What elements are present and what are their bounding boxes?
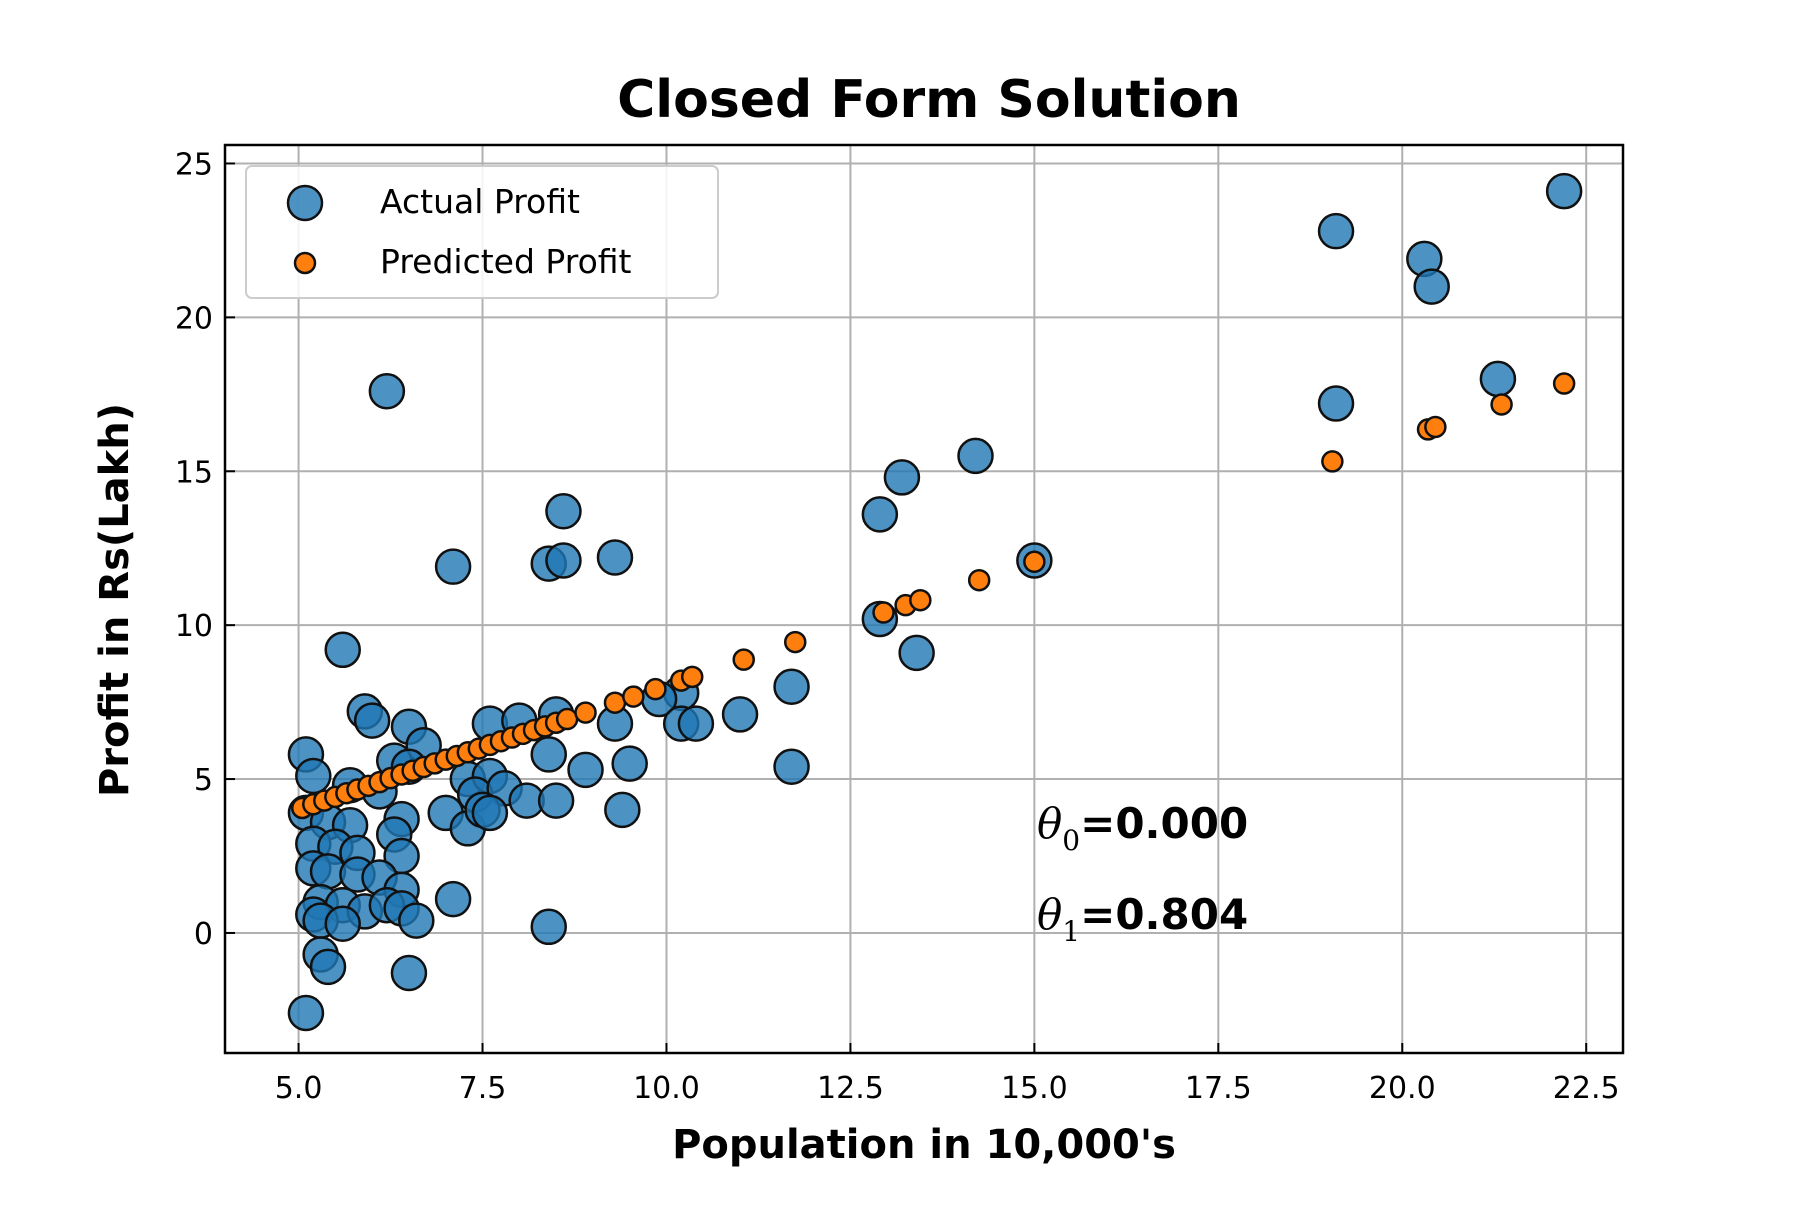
x-axis-title: Population in 10,000's: [672, 1122, 1176, 1168]
actual-profit-point: [353, 702, 391, 739]
predicted-profit-point: [1552, 372, 1576, 395]
actual-profit-point: [545, 493, 582, 530]
actual-profit-point: [957, 437, 994, 475]
predicted-profit-point: [1321, 450, 1344, 473]
theta1-symbol: θ: [1037, 890, 1062, 939]
predicted-profit-point: [872, 601, 895, 624]
theta0-annotation: θ0=0.000: [1037, 799, 1248, 857]
actual-profit-point: [1413, 268, 1450, 305]
theta1-value: =0.804: [1080, 890, 1248, 939]
y-tick-label: 0: [194, 917, 213, 952]
x-tick-label: 10.0: [633, 1071, 700, 1106]
actual-profit-point: [596, 539, 634, 576]
theta1-subscript: 1: [1062, 915, 1080, 948]
actual-profit-point: [773, 748, 810, 785]
actual-profit-point: [677, 705, 715, 742]
chart-title: Closed Form Solution: [617, 70, 1241, 130]
actual-profit-point: [1479, 360, 1517, 398]
legend-box: [245, 165, 719, 299]
actual-profit-point: [898, 634, 935, 672]
x-tick-label: 7.5: [459, 1071, 507, 1106]
legend-marker-predicted: [293, 251, 317, 275]
actual-profit-point: [530, 736, 567, 773]
theta0-symbol: θ: [1037, 799, 1062, 848]
grid: [225, 145, 1623, 1053]
actual-profit-point: [530, 908, 567, 946]
actual-profit-point: [309, 948, 347, 986]
x-tick-label: 15.0: [1001, 1071, 1068, 1106]
y-tick-label: 20: [175, 301, 213, 336]
x-tick-label: 20.0: [1369, 1071, 1436, 1106]
predicted-profit-point: [622, 685, 645, 708]
plot-frame: [223, 143, 1625, 1055]
predicted-profit-point: [680, 665, 704, 689]
actual-profit-point: [1317, 385, 1355, 422]
predicted-profit-point: [603, 691, 627, 714]
actual-profit-point: [295, 757, 332, 795]
predicted-profit-point: [1490, 393, 1513, 416]
actual-profit-point: [567, 751, 604, 789]
actual-profit-point: [368, 372, 406, 410]
predicted-profit-point: [967, 568, 991, 592]
actual-profit-point: [1545, 172, 1583, 210]
y-tick-label: 15: [175, 455, 213, 490]
actual-profit-point: [398, 902, 435, 939]
predicted-profit-point: [574, 701, 597, 724]
predicted-profit-point: [644, 677, 667, 701]
legend: Actual Profit Predicted Profit: [245, 165, 719, 299]
theta0-value: =0.000: [1080, 799, 1248, 848]
predicted-profit-point: [909, 588, 932, 612]
actual-profit-point: [883, 459, 921, 496]
legend-label-actual: Actual Profit: [380, 182, 580, 221]
actual-profit-point: [324, 631, 361, 669]
actual-profit-point: [545, 542, 582, 579]
predicted-profit-series: [291, 372, 1576, 820]
actual-profit-point: [1317, 212, 1355, 250]
theta1-annotation: θ1=0.804: [1037, 890, 1248, 948]
theta0-subscript: 0: [1062, 824, 1080, 857]
predicted-profit-point: [555, 707, 579, 731]
x-tick-label: 12.5: [817, 1071, 884, 1106]
x-tick-label: 5.0: [275, 1071, 323, 1106]
actual-profit-point: [471, 794, 509, 832]
actual-profit-point: [611, 745, 648, 782]
svg-text:θ0=0.000: θ0=0.000: [1037, 799, 1248, 857]
actual-profit-point: [287, 994, 325, 1032]
x-tick-label: 17.5: [1185, 1071, 1252, 1106]
predicted-profit-point: [783, 630, 807, 654]
actual-profit-point: [537, 782, 575, 819]
y-tick-label: 10: [175, 609, 213, 644]
legend-marker-actual: [286, 184, 324, 222]
actual-profit-point: [434, 548, 472, 585]
y-tick-label: 25: [175, 147, 213, 182]
actual-profit-point: [434, 880, 472, 918]
y-axis-title: Profit in Rs(Lakh): [92, 403, 138, 797]
predicted-profit-point: [732, 648, 755, 671]
actual-profit-point: [324, 905, 361, 942]
legend-label-predicted: Predicted Profit: [380, 242, 632, 281]
actual-profit-point: [604, 791, 641, 829]
actual-profit-point: [773, 668, 810, 705]
actual-profit-point: [861, 496, 899, 533]
actual-profit-point: [390, 954, 428, 992]
x-tick-label: 22.5: [1553, 1071, 1620, 1106]
actual-profit-point: [721, 696, 759, 733]
predicted-profit-point: [1023, 550, 1046, 574]
svg-text:θ1=0.804: θ1=0.804: [1037, 890, 1248, 948]
y-tick-label: 5: [194, 763, 213, 798]
predicted-profit-point: [1424, 415, 1447, 439]
